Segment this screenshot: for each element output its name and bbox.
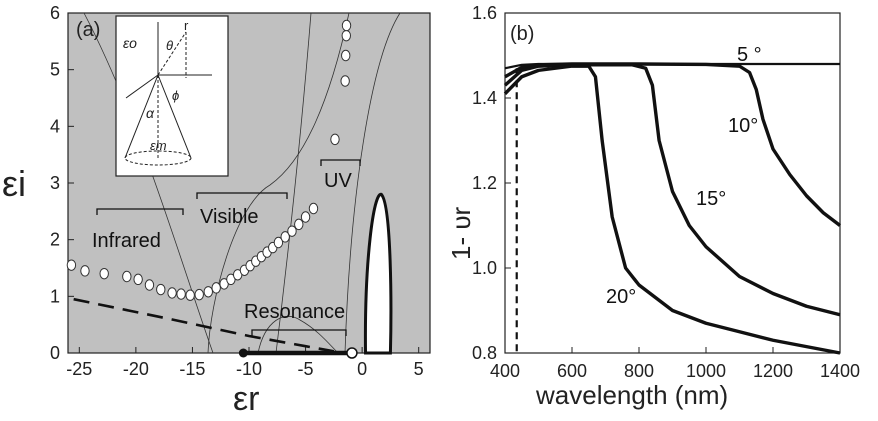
- data-point: [156, 283, 166, 296]
- data-point: [308, 202, 319, 215]
- region-annotations: Infrared Visible UV Resonance: [92, 159, 361, 336]
- inset-label-alpha: α: [146, 105, 155, 121]
- data-point: [99, 267, 109, 280]
- resonance-bracket: [251, 329, 347, 336]
- y-tick-label: 1.0: [472, 258, 497, 278]
- y-tick-label: 1.6: [472, 3, 497, 23]
- y-tick-label: 1.4: [472, 88, 497, 108]
- panel-a-series: [66, 19, 358, 359]
- guide-curve: [275, 12, 312, 354]
- data-point: [122, 270, 132, 283]
- inset-label-theta: θ: [166, 38, 173, 53]
- panel-a-xlabel: εr: [233, 380, 259, 418]
- y-tick-label: 0.8: [472, 343, 497, 363]
- guide-curve: [257, 315, 339, 354]
- data-point: [144, 279, 155, 291]
- x-tick-label: 600: [557, 361, 587, 381]
- inset-cone-left: [124, 74, 159, 159]
- data-point: [203, 286, 213, 298]
- y-tick-label: 4: [50, 116, 60, 136]
- annotation-infrared: Infrared: [92, 230, 161, 252]
- uv-bracket: [320, 159, 361, 166]
- y-tick-label: 6: [50, 3, 60, 23]
- infrared-bracket: [96, 208, 184, 215]
- inset-label-phi: ϕ: [172, 88, 179, 103]
- annotation-resonance: Resonance: [244, 301, 345, 323]
- x-tick-label: 0: [357, 359, 367, 379]
- annotation-uv: UV: [324, 170, 352, 192]
- series-label-20: 20°: [606, 286, 636, 308]
- data-point: [330, 133, 340, 146]
- inset-axis-y: [125, 74, 159, 99]
- x-tick-label: 1000: [686, 361, 726, 381]
- inset-cone-base: [124, 150, 192, 166]
- panel-a-ylabel: εi: [2, 163, 26, 204]
- y-tick-label: 1.2: [472, 173, 497, 193]
- visible-bracket: [196, 192, 288, 199]
- data-point: [133, 273, 143, 286]
- x-tick-label: -25: [66, 359, 92, 379]
- y-tick-label: 5: [50, 60, 60, 80]
- series-line-20deg: [503, 64, 841, 355]
- panel-b-ticks: 400 600 800 1000 1200 1400 0.8 1.0 1.2 1.4 1.6: [472, 3, 860, 381]
- inset-r-line: [157, 31, 187, 76]
- x-tick-label: 1200: [753, 361, 793, 381]
- panel-b-ylabel: 1- υr: [446, 206, 476, 260]
- data-point: [167, 287, 177, 299]
- series-label-5: 5 °: [737, 44, 762, 66]
- y-tick-label: 1: [50, 286, 60, 306]
- annotation-visible: Visible: [200, 206, 259, 228]
- panel-a-guide-curves: [83, 12, 401, 355]
- data-point: [66, 259, 77, 271]
- series-line-15deg: [503, 63, 841, 317]
- inset-cone-right: [157, 74, 192, 159]
- inset-geometry: εo r θ ϕ α εm: [115, 15, 229, 177]
- x-tick-label: -5: [298, 359, 314, 379]
- data-point: [300, 211, 311, 223]
- y-tick-label: 2: [50, 230, 60, 250]
- y-tick-label: 3: [50, 173, 60, 193]
- series-label-15: 15°: [696, 188, 726, 210]
- inset-box: [115, 15, 229, 177]
- data-point: [341, 19, 352, 32]
- data-point: [280, 231, 290, 243]
- x-tick-label: 400: [490, 361, 520, 381]
- series-label-10: 10°: [728, 115, 758, 137]
- filled-marker: [238, 348, 248, 358]
- inset-label-eps-o: εo: [123, 35, 137, 51]
- guide-curve: [83, 12, 214, 354]
- x-tick-label: -10: [236, 359, 262, 379]
- data-point: [185, 289, 195, 301]
- data-point: [294, 218, 304, 231]
- inset-label-r: r: [184, 18, 189, 33]
- data-point: [340, 75, 350, 87]
- data-point: [211, 282, 221, 294]
- x-tick-label: 5: [414, 359, 424, 379]
- panel-a-label: (a): [76, 19, 100, 41]
- open-marker: [346, 347, 358, 359]
- data-point: [80, 265, 90, 277]
- data-point: [341, 29, 351, 42]
- inset-label-eps-m: εm: [150, 138, 167, 153]
- data-point: [273, 236, 284, 249]
- panel-b: 400 600 800 1000 1200 1400 0.8 1.0 1.2 1.4 1.6 (b)…: [446, 3, 860, 410]
- panel-a: -25 -20 -15 -10 -5 0 5 0 1 2 3 4 5 6 εo r θ ϕ α εm (a…: [2, 3, 431, 418]
- dashed-line: [73, 297, 335, 353]
- data-point: [287, 225, 297, 237]
- resonance-lobe: [363, 192, 393, 355]
- y-tick-label: 0: [50, 343, 60, 363]
- panel-b-xlabel: wavelength (nm): [535, 380, 728, 410]
- data-point: [194, 288, 204, 301]
- data-point: [176, 288, 186, 300]
- panel-b-series: [503, 62, 842, 355]
- panel-b-label: (b): [510, 23, 534, 45]
- guide-curve: [344, 12, 401, 354]
- x-tick-label: 1400: [820, 361, 860, 381]
- x-tick-label: 800: [624, 361, 654, 381]
- data-point: [341, 49, 351, 62]
- x-tick-label: -20: [123, 359, 149, 379]
- x-tick-label: -15: [179, 359, 205, 379]
